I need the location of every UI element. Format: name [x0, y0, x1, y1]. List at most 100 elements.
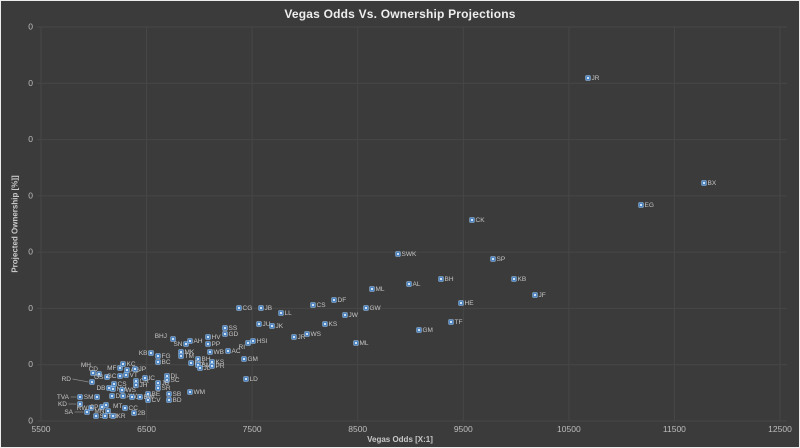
point-marker-core-nm: [112, 388, 114, 390]
point-marker-core-bd: [168, 399, 170, 401]
point-label-ic: IC: [149, 375, 156, 382]
point-marker-core-sc: [166, 379, 168, 381]
leader-line-rd: [72, 378, 89, 383]
y-tick-label: 0: [28, 416, 33, 426]
point-marker-core-ri: [247, 342, 249, 344]
point-marker-core-ss: [224, 327, 226, 329]
point-label-jf: JF: [539, 292, 546, 299]
point-label-gm: GM: [423, 327, 433, 334]
point-label-tf: TF: [455, 319, 463, 326]
point-marker-core-al: [408, 283, 410, 285]
point-label-fg: FG: [162, 353, 171, 360]
point-marker-core-jr: [293, 336, 295, 338]
point-label-sb: SB: [173, 391, 182, 398]
point-label-rd: RD: [62, 376, 72, 383]
point-label-df: DF: [338, 297, 347, 304]
point-label-jk: JK: [276, 323, 284, 330]
x-tick-label: 10500: [557, 424, 581, 434]
point-marker-core-ah: [189, 340, 191, 342]
point-marker-core-kr: [112, 415, 114, 417]
point-label-ju: JU: [263, 321, 271, 328]
point-label-cv: CV: [152, 397, 162, 404]
point-marker-core-jp: [134, 368, 136, 370]
point-marker-core-cr: [135, 380, 137, 382]
point-marker-core-rw: [90, 407, 92, 409]
x-tick-label: 8500: [348, 424, 367, 434]
point-label-os: OS: [94, 374, 104, 381]
point-marker-core-pr: [211, 365, 213, 367]
point-label-ss: SS: [229, 325, 238, 332]
point-label-pr: PR: [216, 363, 225, 370]
point-label-ah: AH: [194, 338, 203, 345]
point-marker-core-tm: [180, 355, 182, 357]
point-label-vt: VT: [130, 372, 138, 379]
point-marker-core-bw: [139, 396, 141, 398]
point-label-be: BE: [152, 391, 161, 398]
point-marker-core-vt: [125, 374, 127, 376]
point-label-gw: GW: [370, 305, 382, 312]
point-label-wm: WM: [194, 389, 206, 396]
point-marker-core-wm: [189, 391, 191, 393]
point-marker-core-jb: [131, 396, 133, 398]
point-marker-core-aw: [122, 395, 124, 397]
y-tick-label: 0: [28, 134, 33, 144]
point-marker-core-mh: [92, 372, 94, 374]
point-label-cs: CS: [317, 302, 327, 309]
point-label-ml: ML: [376, 286, 385, 293]
point-marker-core-cv: [147, 399, 149, 401]
point-label-al: AL: [413, 281, 421, 288]
point-marker-core-fg: [157, 355, 159, 357]
point-label-swk: SWK: [402, 251, 417, 258]
point-marker-core-wb: [209, 351, 211, 353]
point-marker-core-ml: [371, 288, 373, 290]
point-label-bh: BH: [445, 276, 454, 283]
point-marker-core-eg: [640, 204, 642, 206]
point-marker-core-bx: [703, 182, 705, 184]
point-label-cs: CS: [118, 381, 128, 388]
point-label-sr: SR: [162, 385, 171, 392]
point-label-ks: KS: [216, 359, 225, 366]
point-marker-core-rh: [190, 362, 192, 364]
point-marker-core-ck: [471, 219, 473, 221]
point-label-jb: JB: [265, 305, 273, 312]
point-marker-core-jw: [344, 314, 346, 316]
point-marker-core-ws: [121, 389, 123, 391]
point-marker-core-gw: [365, 307, 367, 309]
point-label-jr: JR: [298, 334, 306, 341]
point-marker-core-kb: [150, 352, 152, 354]
point-label-sa: SA: [64, 409, 73, 416]
point-label-bw: BW: [144, 394, 155, 401]
point-marker-core-ag: [126, 369, 128, 371]
point-marker-core-kd: [79, 403, 81, 405]
point-label-bhj: BHJ: [155, 333, 167, 340]
point-marker-core-rb: [104, 415, 106, 417]
x-tick-label: 11500: [663, 424, 686, 434]
point-marker-core-kb: [513, 278, 515, 280]
point-label-hsi: HSI: [257, 338, 268, 345]
x-tick-label: 7500: [243, 424, 262, 434]
point-label-kc: KC: [127, 361, 136, 368]
point-marker-core-sb: [168, 393, 170, 395]
point-label-sc: SC: [171, 377, 180, 384]
point-label-2b: 2B: [138, 410, 146, 417]
y-tick-label: 0: [28, 22, 33, 32]
point-label-cr: CR: [140, 378, 150, 385]
point-marker-core-os: [106, 376, 108, 378]
point-marker-core-jh: [135, 384, 137, 386]
point-marker-core-hsi: [252, 340, 254, 342]
point-label-bh: BH: [202, 356, 211, 363]
point-label-mk: MK: [185, 349, 195, 356]
point-label-mh: MH: [81, 362, 91, 369]
point-marker-core-db: [108, 387, 110, 389]
point-label-dl: DL: [171, 373, 180, 380]
point-marker-core-dl: [166, 375, 168, 377]
point-marker-core-cs: [312, 304, 314, 306]
point-label-gc: GC: [107, 373, 117, 380]
point-marker-core-jl: [199, 367, 201, 369]
point-marker-core-mt: [105, 404, 107, 406]
point-label-cp: CP: [89, 404, 98, 411]
x-tick-label: 9500: [454, 424, 473, 434]
y-tick-label: 0: [28, 303, 33, 313]
